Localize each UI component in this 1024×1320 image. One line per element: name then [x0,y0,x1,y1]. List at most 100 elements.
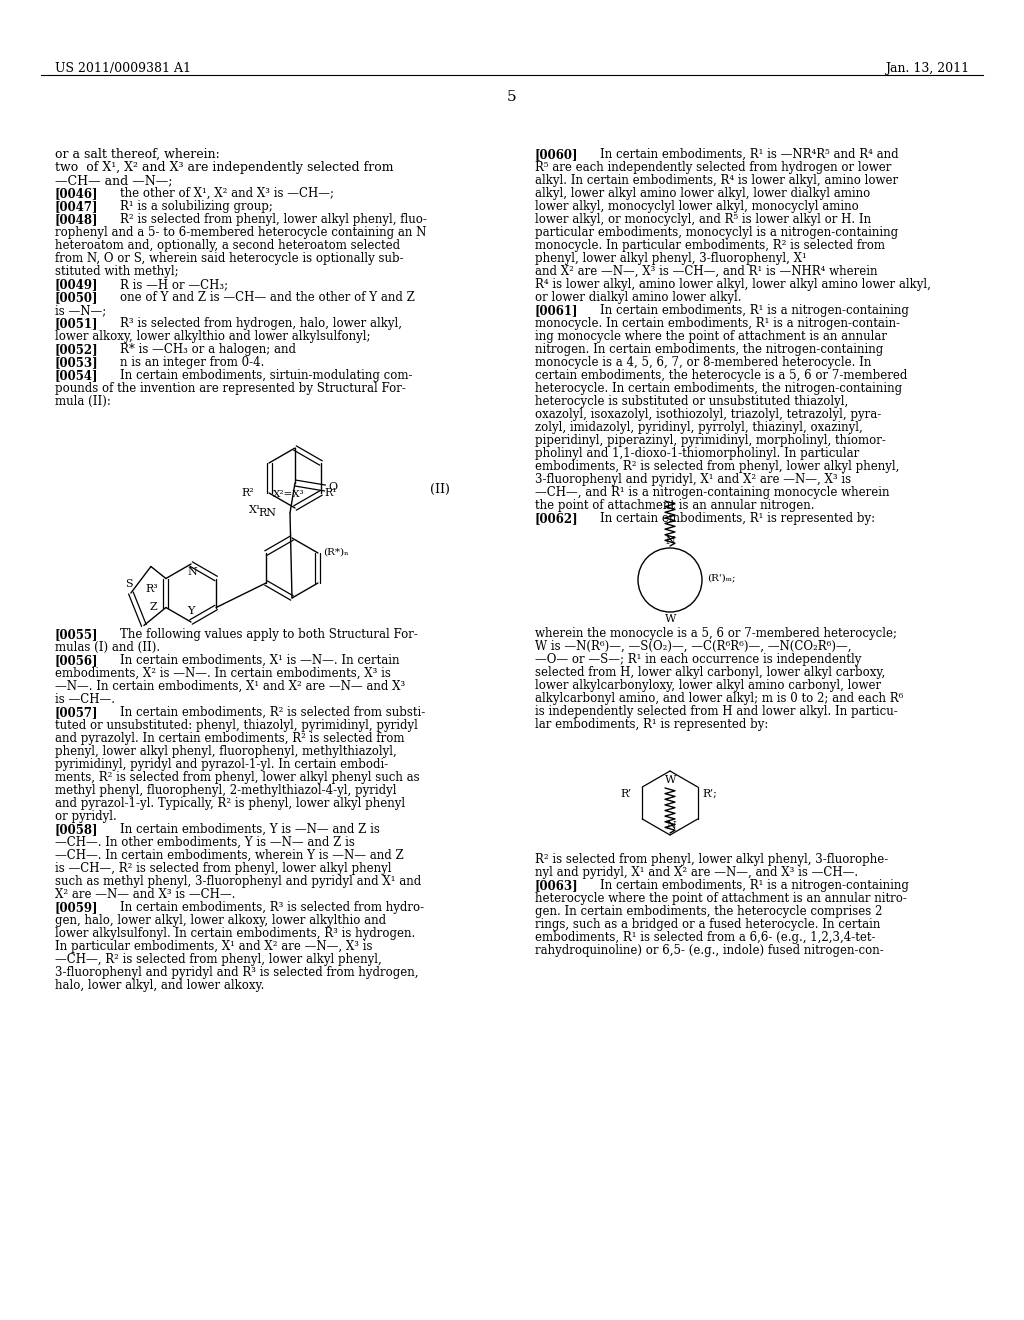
Text: [0058]: [0058] [55,822,98,836]
Text: In particular embodiments, X¹ and X² are —N—, X³ is: In particular embodiments, X¹ and X² are… [55,940,373,953]
Text: R⁵ are each independently selected from hydrogen or lower: R⁵ are each independently selected from … [535,161,891,174]
Text: methyl phenyl, fluorophenyl, 2-methylthiazol-4-yl, pyridyl: methyl phenyl, fluorophenyl, 2-methylthi… [55,784,396,797]
Text: In certain embodiments, sirtuin-modulating com-: In certain embodiments, sirtuin-modulati… [120,370,413,381]
Text: ments, R² is selected from phenyl, lower alkyl phenyl such as: ments, R² is selected from phenyl, lower… [55,771,420,784]
Text: R* is —CH₃ or a halogen; and: R* is —CH₃ or a halogen; and [120,343,296,356]
Text: [0062]: [0062] [535,512,579,525]
Text: and X² are —N—, X³ is —CH—, and R¹ is —NHR⁴ wherein: and X² are —N—, X³ is —CH—, and R¹ is —N… [535,265,878,279]
Text: X²=X³: X²=X³ [273,490,304,499]
Text: rophenyl and a 5- to 6-membered heterocycle containing an N: rophenyl and a 5- to 6-membered heterocy… [55,226,426,239]
Text: In certain embodiments, R¹ is —NR⁴R⁵ and R⁴ and: In certain embodiments, R¹ is —NR⁴R⁵ and… [600,148,899,161]
Text: [0059]: [0059] [55,902,98,913]
Text: RN: RN [258,508,276,517]
Text: —CH—, and R¹ is a nitrogen-containing monocycle wherein: —CH—, and R¹ is a nitrogen-containing mo… [535,486,890,499]
Text: alkyl. In certain embodiments, R⁴ is lower alkyl, amino lower: alkyl. In certain embodiments, R⁴ is low… [535,174,898,187]
Text: In certain embodiments, R² is selected from substi-: In certain embodiments, R² is selected f… [120,706,425,719]
Text: two  of X¹, X² and X³ are independently selected from: two of X¹, X² and X³ are independently s… [55,161,393,174]
Text: O: O [328,482,337,492]
Text: [0063]: [0063] [535,879,579,892]
Text: is —CH—, R² is selected from phenyl, lower alkyl phenyl: is —CH—, R² is selected from phenyl, low… [55,862,391,875]
Text: [0051]: [0051] [55,317,98,330]
Text: In certain embodiments, Y is —N— and Z is: In certain embodiments, Y is —N— and Z i… [120,822,380,836]
Text: lower alkyl, monocyclyl lower alkyl, monocyclyl amino: lower alkyl, monocyclyl lower alkyl, mon… [535,201,859,213]
Text: gen. In certain embodiments, the heterocycle comprises 2: gen. In certain embodiments, the heteroc… [535,906,883,917]
Text: phenyl, lower alkyl phenyl, 3-fluorophenyl, X¹: phenyl, lower alkyl phenyl, 3-fluorophen… [535,252,807,265]
Text: Y: Y [187,606,195,616]
Text: In certain embodiments, R³ is selected from hydro-: In certain embodiments, R³ is selected f… [120,902,424,913]
Text: [0060]: [0060] [535,148,579,161]
Text: heterocycle is substituted or unsubstituted thiazolyl,: heterocycle is substituted or unsubstitu… [535,395,848,408]
Text: [0056]: [0056] [55,653,98,667]
Text: is independently selected from H and lower alkyl. In particu-: is independently selected from H and low… [535,705,898,718]
Text: [0047]: [0047] [55,201,98,213]
Text: mula (II):: mula (II): [55,395,111,408]
Text: rings, such as a bridged or a fused heterocycle. In certain: rings, such as a bridged or a fused hete… [535,917,881,931]
Text: —O— or —S—; R¹ in each occurrence is independently: —O— or —S—; R¹ in each occurrence is ind… [535,653,861,667]
Text: from N, O or S, wherein said heterocycle is optionally sub-: from N, O or S, wherein said heterocycle… [55,252,403,265]
Text: (R')ₘ;: (R')ₘ; [707,573,735,582]
Text: US 2011/0009381 A1: US 2011/0009381 A1 [55,62,191,75]
Text: and pyrazol-1-yl. Typically, R² is phenyl, lower alkyl phenyl: and pyrazol-1-yl. Typically, R² is pheny… [55,797,406,810]
Text: R¹: R¹ [324,488,337,498]
Text: alkyl, lower alkyl amino lower alkyl, lower dialkyl amino: alkyl, lower alkyl amino lower alkyl, lo… [535,187,870,201]
Text: R’: R’ [621,789,632,799]
Text: embodiments, R¹ is selected from a 6,6- (e.g., 1,2,3,4-tet-: embodiments, R¹ is selected from a 6,6- … [535,931,876,944]
Text: tuted or unsubstituted: phenyl, thiazolyl, pyrimidinyl, pyridyl: tuted or unsubstituted: phenyl, thiazoly… [55,719,418,733]
Text: [0055]: [0055] [55,628,98,642]
Text: nyl and pyridyl, X¹ and X² are —N—, and X³ is —CH—.: nyl and pyridyl, X¹ and X² are —N—, and … [535,866,858,879]
Text: wherein the monocycle is a 5, 6 or 7-membered heterocycle;: wherein the monocycle is a 5, 6 or 7-mem… [535,627,897,640]
Text: phenyl, lower alkyl phenyl, fluorophenyl, methylthiazolyl,: phenyl, lower alkyl phenyl, fluorophenyl… [55,744,396,758]
Text: or pyridyl.: or pyridyl. [55,810,117,822]
Text: one of Y and Z is —CH— and the other of Y and Z: one of Y and Z is —CH— and the other of … [120,290,415,304]
Text: [0052]: [0052] [55,343,98,356]
Text: N: N [666,821,676,832]
Text: nitrogen. In certain embodiments, the nitrogen-containing: nitrogen. In certain embodiments, the ni… [535,343,884,356]
Text: zolyl, imidazolyl, pyridinyl, pyrrolyl, thiazinyl, oxazinyl,: zolyl, imidazolyl, pyridinyl, pyrrolyl, … [535,421,863,434]
Text: the point of attachment is an annular nitrogen.: the point of attachment is an annular ni… [535,499,814,512]
Text: W: W [665,614,677,624]
Text: R is —H or —CH₃;: R is —H or —CH₃; [120,279,228,290]
Text: lower alkoxy, lower alkylthio and lower alkylsulfonyl;: lower alkoxy, lower alkylthio and lower … [55,330,371,343]
Text: gen, halo, lower alkyl, lower alkoxy, lower alkylthio and: gen, halo, lower alkyl, lower alkoxy, lo… [55,913,386,927]
Text: particular embodiments, monocyclyl is a nitrogen-containing: particular embodiments, monocyclyl is a … [535,226,898,239]
Text: or a salt thereof, wherein:: or a salt thereof, wherein: [55,148,220,161]
Text: stituted with methyl;: stituted with methyl; [55,265,178,279]
Text: W is —N(R⁶)—, —S(O₂)—, —C(R⁶R⁶)—, —N(CO₂R⁶)—,: W is —N(R⁶)—, —S(O₂)—, —C(R⁶R⁶)—, —N(CO₂… [535,640,852,653]
Text: R¹ is a solubilizing group;: R¹ is a solubilizing group; [120,201,272,213]
Text: monocycle. In particular embodiments, R² is selected from: monocycle. In particular embodiments, R²… [535,239,885,252]
Text: [0053]: [0053] [55,356,98,370]
Text: lower alkylsulfonyl. In certain embodiments, R³ is hydrogen.: lower alkylsulfonyl. In certain embodime… [55,927,416,940]
Text: In certain embodiments, X¹ is —N—. In certain: In certain embodiments, X¹ is —N—. In ce… [120,653,399,667]
Text: rahydroquinoline) or 6,5- (e.g., indole) fused nitrogen-con-: rahydroquinoline) or 6,5- (e.g., indole)… [535,944,884,957]
Text: N: N [665,536,675,546]
Text: pounds of the invention are represented by Structural For-: pounds of the invention are represented … [55,381,406,395]
Text: lar embodiments, R¹ is represented by:: lar embodiments, R¹ is represented by: [535,718,768,731]
Text: lower alkylcarbonyloxy, lower alkyl amino carbonyl, lower: lower alkylcarbonyloxy, lower alkyl amin… [535,678,881,692]
Text: heterocycle where the point of attachment is an annular nitro-: heterocycle where the point of attachmen… [535,892,907,906]
Text: X¹: X¹ [249,506,261,515]
Text: —CH— and —N—;: —CH— and —N—; [55,174,172,187]
Text: (R*)ₙ: (R*)ₙ [323,548,348,557]
Text: —N—. In certain embodiments, X¹ and X² are —N— and X³: —N—. In certain embodiments, X¹ and X² a… [55,680,406,693]
Text: R² is selected from phenyl, lower alkyl phenyl, 3-fluorophe-: R² is selected from phenyl, lower alkyl … [535,853,888,866]
Text: In certain embodiments, R¹ is represented by:: In certain embodiments, R¹ is represente… [600,512,876,525]
Text: R⁴ is lower alkyl, amino lower alkyl, lower alkyl amino lower alkyl,: R⁴ is lower alkyl, amino lower alkyl, lo… [535,279,931,290]
Text: 3-fluorophenyl and pyridyl and R³ is selected from hydrogen,: 3-fluorophenyl and pyridyl and R³ is sel… [55,966,419,979]
Text: heterocycle. In certain embodiments, the nitrogen-containing: heterocycle. In certain embodiments, the… [535,381,902,395]
Text: monocycle is a 4, 5, 6, 7, or 8-membered heterocycle. In: monocycle is a 4, 5, 6, 7, or 8-membered… [535,356,871,370]
Text: R²: R² [241,488,254,498]
Text: lower alkyl, or monocyclyl, and R⁵ is lower alkyl or H. In: lower alkyl, or monocyclyl, and R⁵ is lo… [535,213,871,226]
Text: embodiments, X² is —N—. In certain embodiments, X³ is: embodiments, X² is —N—. In certain embod… [55,667,391,680]
Text: (II): (II) [430,483,450,496]
Text: the other of X¹, X² and X³ is —CH—;: the other of X¹, X² and X³ is —CH—; [120,187,334,201]
Text: mulas (I) and (II).: mulas (I) and (II). [55,642,160,653]
Text: S: S [125,579,132,589]
Text: [0054]: [0054] [55,370,98,381]
Text: —CH—. In other embodiments, Y is —N— and Z is: —CH—. In other embodiments, Y is —N— and… [55,836,355,849]
Text: R² is selected from phenyl, lower alkyl phenyl, fluo-: R² is selected from phenyl, lower alkyl … [120,213,427,226]
Text: [0046]: [0046] [55,187,98,201]
Text: [0061]: [0061] [535,304,579,317]
Text: [0057]: [0057] [55,706,98,719]
Text: pyrimidinyl, pyridyl and pyrazol-1-yl. In certain embodi-: pyrimidinyl, pyridyl and pyrazol-1-yl. I… [55,758,388,771]
Text: R³ is selected from hydrogen, halo, lower alkyl,: R³ is selected from hydrogen, halo, lowe… [120,317,402,330]
